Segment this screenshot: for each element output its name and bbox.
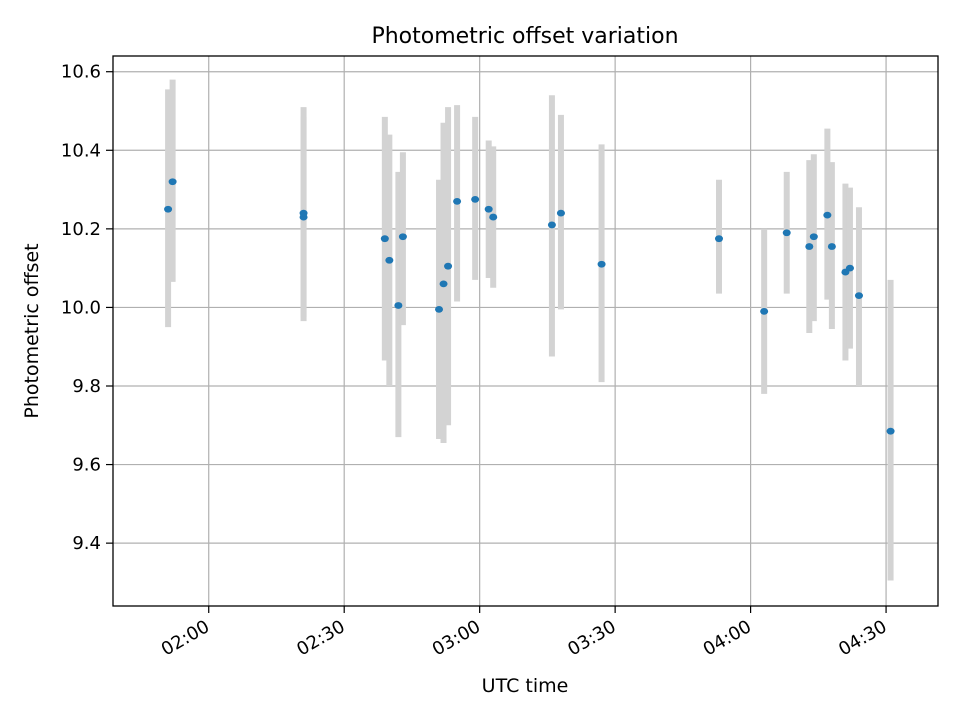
data-point [805,243,814,250]
plot-frame [112,55,939,607]
data-point [394,302,403,309]
data-point [168,178,177,186]
data-point [714,235,723,243]
data-point [547,221,556,229]
data-point [471,195,480,203]
data-point [435,305,444,313]
data-point [597,260,606,268]
chart-title: Photometric offset variation [371,24,678,49]
data-point [489,213,498,221]
data-point [827,243,836,250]
data-point [398,233,407,241]
x-axis-label: UTC time [482,675,569,697]
y-tick-label: 9.6 [72,455,101,476]
data-point [299,209,308,217]
data-point [782,229,791,237]
y-tick-label: 9.8 [72,376,101,397]
data-point [444,262,453,270]
data-point [439,280,448,288]
data-point [886,427,895,435]
data-point [854,292,863,300]
data-point [453,197,462,205]
data-point [385,256,394,264]
y-axis-label: Photometric offset [21,243,43,418]
data-point [823,211,832,219]
data-point [484,205,493,213]
data-points [164,178,895,435]
data-point [380,235,389,243]
y-tick-label: 9.4 [72,533,101,554]
grid-lines [113,56,938,606]
data-point [809,233,818,241]
y-tick-label: 10.2 [61,219,101,240]
y-tick-label: 10.0 [61,297,101,318]
data-point [760,307,769,315]
data-point [556,209,565,217]
data-point [164,205,173,213]
data-point [845,264,854,272]
y-tick-label: 10.6 [61,62,101,83]
y-tick-label: 10.4 [61,140,101,161]
